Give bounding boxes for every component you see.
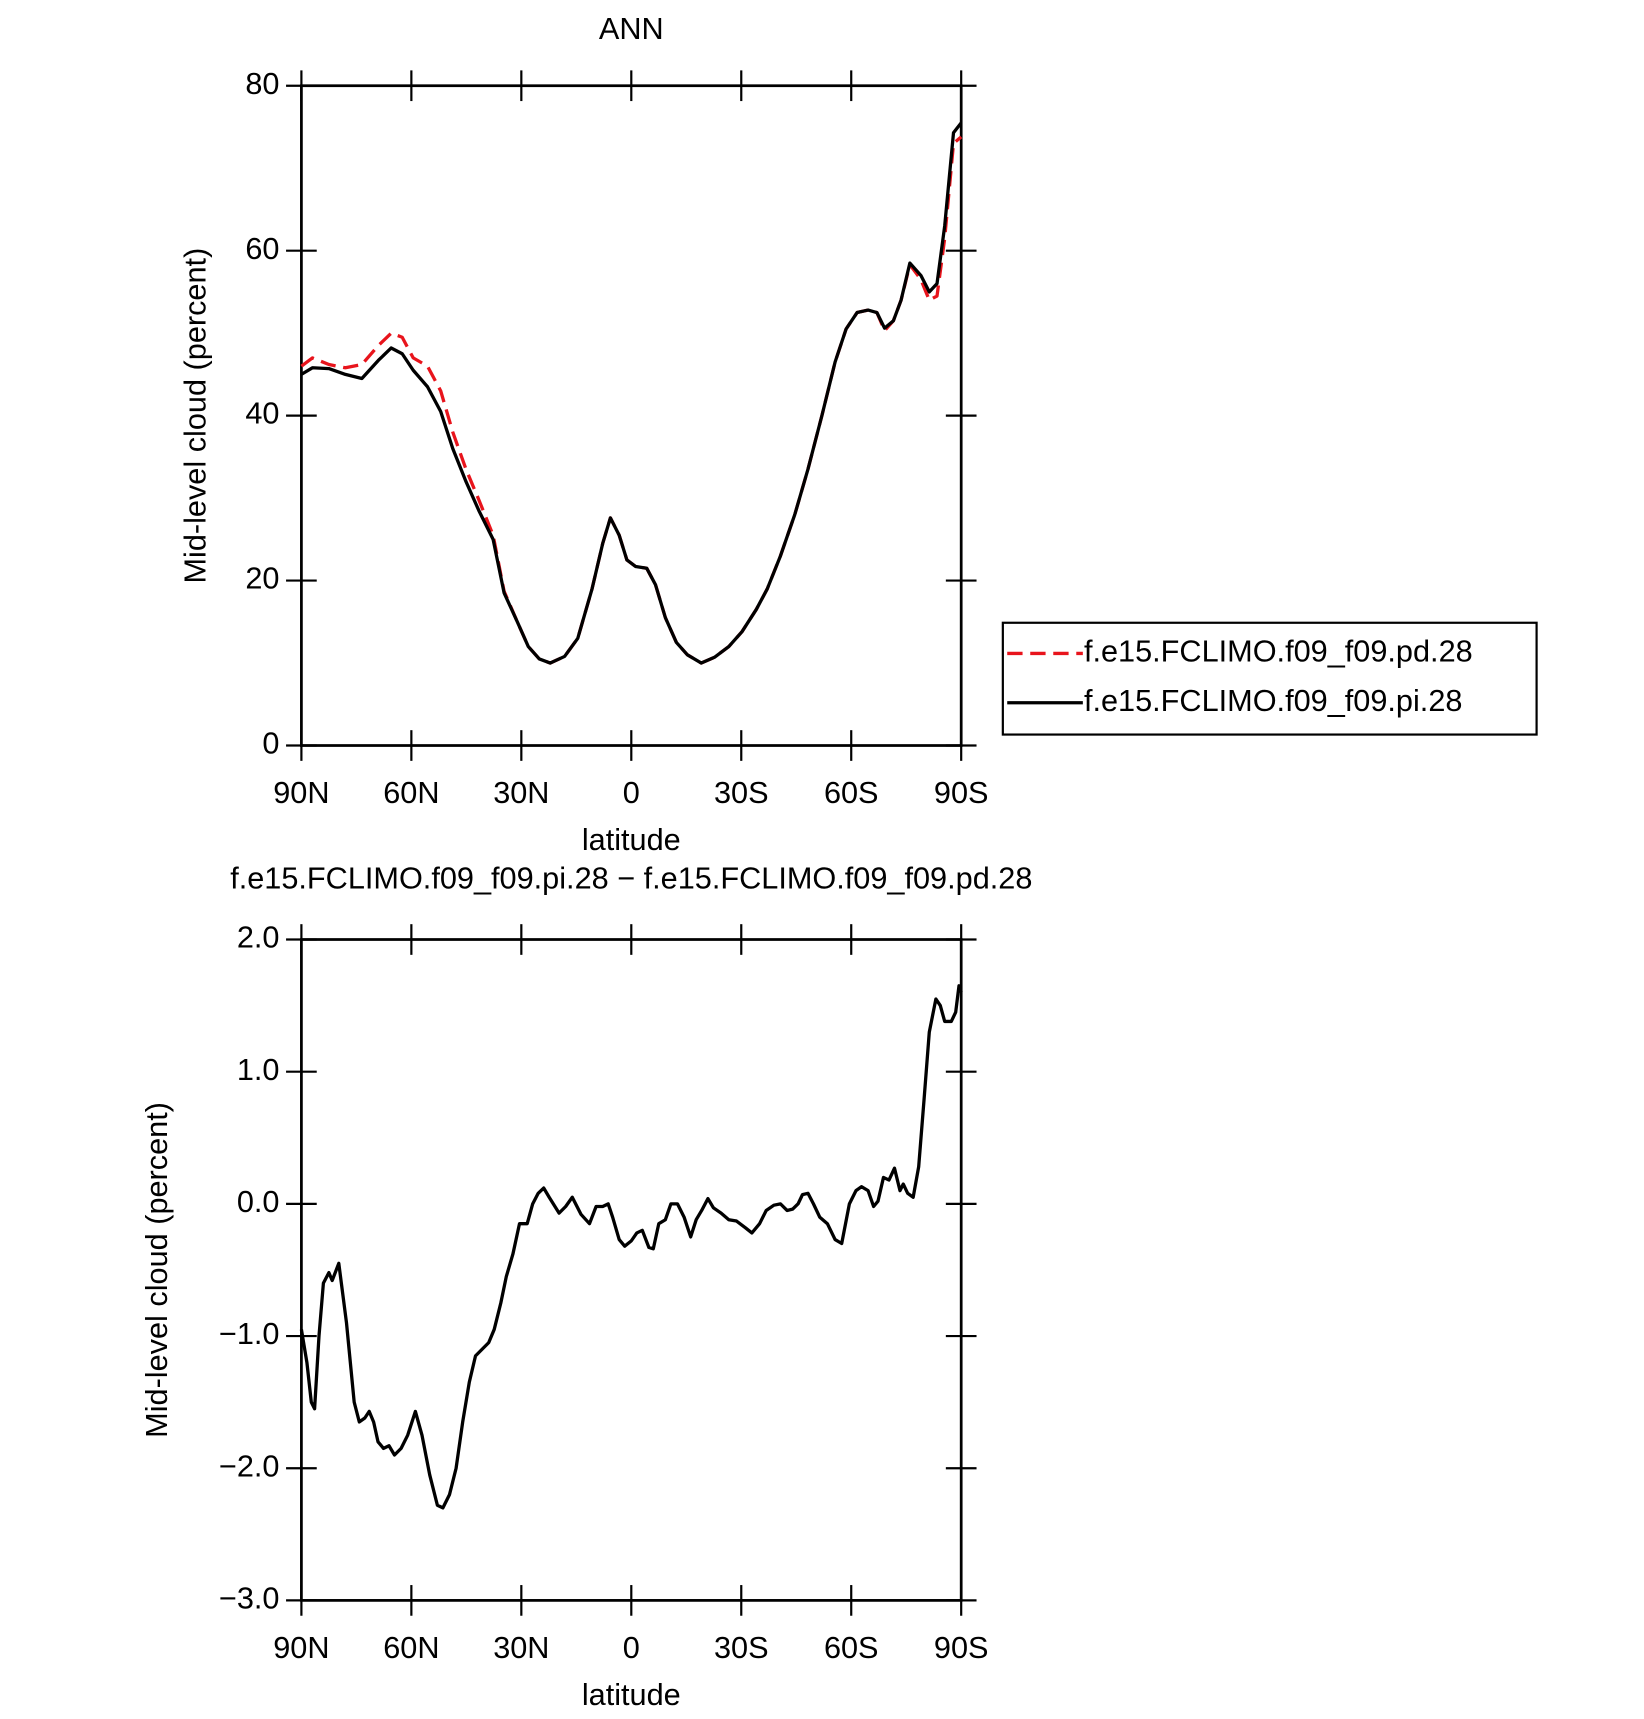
x-tick-label: 0 bbox=[623, 775, 640, 810]
x-tick-label: 60S bbox=[824, 775, 879, 810]
y-tick-label: −1.0 bbox=[219, 1316, 280, 1351]
chart-title: ANN bbox=[599, 11, 664, 46]
y-tick-label: 1.0 bbox=[237, 1052, 280, 1087]
y-tick-label: 0 bbox=[262, 726, 279, 761]
y-tick-label: 80 bbox=[245, 66, 279, 101]
x-axis-label: latitude bbox=[582, 822, 681, 857]
y-tick-label: 2.0 bbox=[237, 920, 280, 955]
x-tick-label: 90S bbox=[934, 775, 989, 810]
x-axis-label: latitude bbox=[582, 1677, 681, 1712]
legend-box bbox=[1001, 621, 1538, 736]
chart-title: f.e15.FCLIMO.f09_f09.pi.28 − f.e15.FCLIM… bbox=[230, 860, 1032, 895]
x-tick-label: 30S bbox=[714, 1630, 769, 1665]
x-tick-label: 60N bbox=[383, 1630, 439, 1665]
x-tick-label: 30N bbox=[493, 1630, 549, 1665]
y-tick-label: 20 bbox=[245, 561, 279, 596]
x-tick-label: 60S bbox=[824, 1630, 879, 1665]
x-tick-label: 0 bbox=[623, 1630, 640, 1665]
x-tick-label: 90N bbox=[273, 775, 329, 810]
x-tick-label: 60N bbox=[383, 775, 439, 810]
legend-label: f.e15.FCLIMO.f09_f09.pi.28 bbox=[1084, 683, 1463, 718]
y-tick-label: 60 bbox=[245, 231, 279, 266]
y-tick-label: 40 bbox=[245, 396, 279, 431]
x-tick-label: 90S bbox=[934, 1630, 989, 1665]
x-tick-label: 30N bbox=[493, 775, 549, 810]
data-line bbox=[300, 121, 963, 665]
x-tick-label: 30S bbox=[714, 775, 769, 810]
y-tick-label: 0.0 bbox=[237, 1184, 280, 1219]
x-tick-label: 90N bbox=[273, 1630, 329, 1665]
y-tick-label: −3.0 bbox=[219, 1581, 280, 1616]
y-tick-label: −2.0 bbox=[219, 1448, 280, 1483]
legend-label: f.e15.FCLIMO.f09_f09.pd.28 bbox=[1084, 634, 1473, 669]
y-axis-label: Mid-level cloud (percent) bbox=[139, 1102, 174, 1438]
plot-frame bbox=[300, 938, 963, 1602]
plot-frame bbox=[300, 84, 963, 747]
y-axis-label: Mid-level cloud (percent) bbox=[177, 248, 212, 584]
data-line bbox=[299, 984, 963, 1510]
